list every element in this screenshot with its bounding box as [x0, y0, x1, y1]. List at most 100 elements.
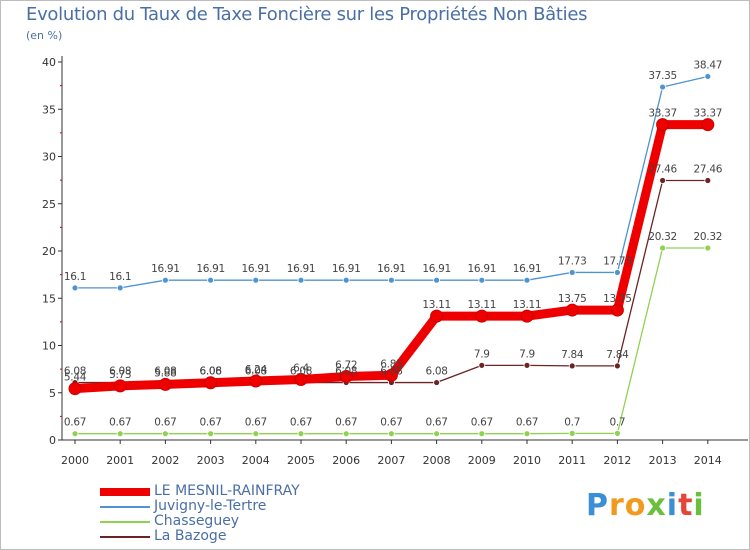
- data-label: 7.9: [519, 348, 535, 360]
- data-label: 16.91: [332, 263, 361, 275]
- series-3-point: [433, 379, 441, 386]
- series-3-point: [614, 362, 621, 370]
- series-0-point: [701, 118, 715, 132]
- series-3-point: [478, 361, 486, 369]
- data-label: 0.67: [245, 417, 267, 429]
- data-label: 6.08: [109, 366, 131, 378]
- y-tick-label: 35: [42, 103, 56, 116]
- x-tick-label: 2007: [377, 454, 405, 467]
- legend-swatch: [100, 535, 150, 538]
- legend-swatch: [100, 520, 150, 523]
- data-label: 20.32: [694, 231, 723, 243]
- x-tick-label: 2001: [106, 454, 134, 467]
- logo-letter: i: [666, 488, 679, 523]
- series-2-point: [252, 430, 260, 438]
- series-2-point: [478, 430, 486, 438]
- series-1-point: [116, 284, 124, 292]
- x-tick-label: 2004: [242, 454, 270, 467]
- data-label: 0.67: [109, 417, 131, 429]
- data-label: 33.37: [694, 108, 723, 120]
- data-label: 6.08: [380, 366, 402, 378]
- series-0-point: [294, 373, 308, 387]
- data-label: 13.75: [558, 293, 587, 305]
- data-label: 7.84: [606, 349, 629, 361]
- data-label: 6.08: [335, 366, 357, 378]
- logo-letter: o: [624, 488, 647, 523]
- data-label: 16.91: [377, 263, 406, 275]
- series-1-point: [704, 73, 712, 80]
- data-label: 27.46: [694, 164, 723, 176]
- legend-label: LE MESNIL-RAINFRAY: [154, 483, 300, 499]
- x-tick-label: 2013: [649, 454, 677, 467]
- series-1-point: [207, 276, 215, 284]
- series-0-point: [384, 368, 398, 382]
- series-1-point: [252, 276, 260, 284]
- data-label: 5.73: [109, 369, 131, 381]
- data-label: 13.11: [468, 299, 497, 311]
- data-label: 0.67: [200, 417, 222, 429]
- y-tick-label: 20: [42, 245, 56, 258]
- x-tick-label: 2003: [197, 454, 225, 467]
- data-label: 6.24: [245, 364, 268, 376]
- data-label: 5.44: [64, 372, 87, 384]
- series-0-point: [475, 309, 489, 323]
- series-1-point: [433, 276, 441, 284]
- x-tick-label: 2010: [513, 454, 541, 467]
- y-tick-label: 30: [42, 151, 56, 164]
- data-label: 17.73: [603, 255, 632, 267]
- series-1-point: [297, 276, 305, 284]
- series-2-point: [523, 430, 531, 438]
- x-tick-label: 2008: [423, 454, 451, 467]
- series-2-point: [387, 430, 395, 438]
- data-label: 6.72: [335, 359, 357, 371]
- data-label: 6.08: [154, 366, 176, 378]
- y-tick-label: 40: [42, 56, 56, 69]
- x-tick-label: 2009: [468, 454, 496, 467]
- series-0-point: [430, 309, 444, 323]
- legend: LE MESNIL-RAINFRAY Juvigny-le-Tertre Chass…: [100, 484, 300, 544]
- series-2-point: [342, 430, 350, 438]
- logo-letter: P: [586, 488, 609, 523]
- series-2-point: [704, 244, 712, 252]
- legend-swatch: [100, 505, 150, 508]
- data-label: 5.88: [154, 367, 176, 379]
- x-tick-label: 2002: [151, 454, 179, 467]
- series-1-point: [161, 276, 169, 284]
- data-label: 33.37: [648, 108, 677, 120]
- series-0-point: [113, 379, 127, 393]
- legend-item: La Bazoge: [100, 529, 300, 544]
- data-label: 0.67: [426, 417, 448, 429]
- logo-letter: r: [609, 488, 625, 523]
- data-label: 0.67: [290, 417, 312, 429]
- y-axis-unit-label: (en %): [26, 29, 63, 42]
- y-tick-label: 10: [42, 340, 56, 353]
- series-3-point: [659, 177, 666, 184]
- legend-label: Juvigny-le-Tertre: [154, 498, 267, 514]
- data-label: 6.08: [200, 366, 222, 378]
- data-label: 16.91: [196, 263, 225, 275]
- series-1-point: [659, 83, 666, 91]
- series-0-point: [656, 118, 670, 132]
- data-label: 6.08: [426, 366, 448, 378]
- data-label: 16.91: [513, 263, 542, 275]
- data-label: 0.67: [64, 417, 86, 429]
- series-0-point: [520, 309, 534, 323]
- series-1-point: [71, 284, 79, 292]
- data-label: 38.47: [694, 59, 723, 71]
- series-0-point: [249, 374, 263, 388]
- series-2-point: [659, 244, 666, 252]
- series-2-point: [433, 430, 441, 438]
- series-2-point: [297, 430, 305, 438]
- series-2-point: [614, 429, 621, 437]
- x-tick-label: 2006: [332, 454, 360, 467]
- data-label: 0.67: [471, 417, 493, 429]
- legend-swatch: [100, 487, 150, 496]
- series-1-point: [523, 276, 531, 284]
- legend-item: Chasseguey: [100, 514, 300, 529]
- data-label: 7.9: [474, 348, 490, 360]
- logo-letter: i: [693, 488, 705, 523]
- data-label: 6.08: [290, 366, 312, 378]
- x-tick-label: 2005: [287, 454, 315, 467]
- series-2-point: [116, 430, 124, 438]
